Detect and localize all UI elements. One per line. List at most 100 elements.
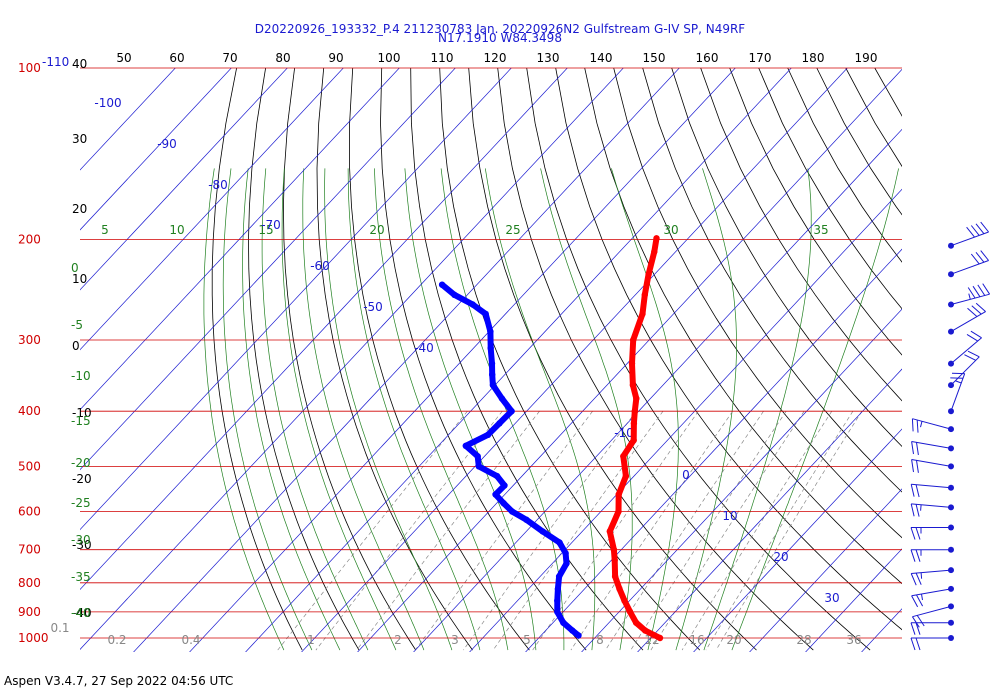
isotherm-line <box>301 68 848 652</box>
wind-barb <box>948 350 980 389</box>
wind-barb <box>911 459 954 473</box>
wind-barb <box>910 619 954 635</box>
mixing-ratio-line <box>532 410 699 651</box>
isotherm-line <box>861 608 902 652</box>
top-axis-tick: 60 <box>169 51 184 65</box>
isotherm-label: -80 <box>208 178 228 192</box>
isotherm-line <box>749 488 902 652</box>
temperature-point <box>620 453 627 460</box>
isotherm-label: -10 <box>614 426 634 440</box>
mixing-ratio-line <box>705 411 854 651</box>
dewpoint-point <box>492 491 499 498</box>
dewpoint-point <box>562 550 569 557</box>
pressure-label: 600 <box>18 505 41 519</box>
footer-version: Aspen V3.4.7, 27 Sep 2022 04:56 UTC <box>4 674 234 688</box>
temperature-point <box>641 291 648 298</box>
isotherm-line <box>245 68 792 652</box>
mixing-ratio-line <box>315 410 503 651</box>
temperature-point <box>639 310 646 318</box>
isotherm-label: -70 <box>261 218 281 232</box>
isotherm-line <box>80 68 456 471</box>
moist-adiabat-line <box>404 168 537 651</box>
mixing-ratio-line <box>605 411 764 651</box>
wind-barb <box>948 283 991 308</box>
dry-adiabat-line <box>904 68 1000 650</box>
temperature-point <box>656 634 664 642</box>
left-axis-tick: 0 <box>72 339 80 353</box>
temperature-point <box>630 420 638 427</box>
left-axis-tick: -40 <box>72 606 92 620</box>
moist-adiabat-label: -30 <box>71 533 91 547</box>
top-axis-tick: 100 <box>378 51 401 65</box>
top-axis-tick: 180 <box>802 51 825 65</box>
moist-adiabat-line <box>440 168 565 651</box>
wind-barb <box>910 483 954 498</box>
wind-barb <box>910 567 954 586</box>
top-axis-tick: 140 <box>590 51 613 65</box>
chart-title-line1: D20220926_193332_P.4 211230783 Jan. 2022… <box>254 22 746 36</box>
dewpoint-point <box>554 608 561 616</box>
dry-adiabat-line <box>248 68 360 651</box>
isotherm-label: 20 <box>773 550 788 564</box>
moist-adiabat-line <box>374 168 509 651</box>
isotherm-line <box>133 68 680 652</box>
mixing-ratio-label: 0.1 <box>50 621 69 635</box>
temperature-point <box>615 491 622 498</box>
dry-adiabat-line <box>700 68 902 402</box>
temperature-point <box>630 336 637 344</box>
mixing-ratio-line <box>650 411 805 651</box>
dry-adiabat-line <box>282 68 417 651</box>
wind-barb <box>910 546 954 562</box>
temperature-point <box>622 472 630 480</box>
mixing-ratio-line <box>415 410 593 651</box>
dry-adiabat-line <box>729 68 902 356</box>
pressure-label: 500 <box>18 459 41 473</box>
left-axis-tick: 40 <box>72 57 87 71</box>
isotherm-line <box>80 68 400 411</box>
dewpoint-point <box>487 328 494 335</box>
wind-barb <box>948 221 989 249</box>
dry-adiabat-line <box>439 68 701 651</box>
dry-adiabat-line <box>410 68 644 651</box>
left-axis-tick: 10 <box>72 272 87 286</box>
mixing-ratio-label: 28 <box>796 633 811 647</box>
isotherm-label: -50 <box>363 300 383 314</box>
top-axis-tick: 120 <box>484 51 507 65</box>
dry-adiabat-line <box>349 68 530 651</box>
mixing-ratio-label: 8 <box>596 633 604 647</box>
isotherm-label: -40 <box>414 341 434 355</box>
wind-barb <box>948 372 966 415</box>
wind-barb <box>910 635 954 651</box>
dry-adiabat-line <box>497 68 814 651</box>
theta-e-label: 30 <box>663 223 678 237</box>
top-axis-tick: 190 <box>855 51 878 65</box>
temperature-point <box>626 608 634 616</box>
pressure-label: 700 <box>18 543 41 557</box>
wind-barb <box>948 250 989 278</box>
dewpoint-point <box>501 482 508 489</box>
dewpoint-point <box>500 500 507 507</box>
pressure-label: 1000 <box>18 631 49 645</box>
theta-e-label: 5 <box>101 223 109 237</box>
isotherm-line <box>189 68 736 652</box>
mixing-ratio-line <box>356 410 540 651</box>
wind-barb <box>911 585 954 608</box>
isotherm-label: -110 <box>42 55 69 69</box>
dewpoint-point <box>493 472 501 480</box>
isotherm-line <box>357 68 902 652</box>
mixing-ratio-label: 16 <box>689 633 704 647</box>
theta-e-label: 25 <box>505 223 520 237</box>
dewpoint-point <box>498 395 506 402</box>
isotherm-line <box>637 368 902 652</box>
theta-e-label: 20 <box>369 223 384 237</box>
isotherm-label: -60 <box>310 259 330 273</box>
dewpoint-point <box>488 360 496 367</box>
dewpoint-point <box>487 344 494 352</box>
pressure-label: 400 <box>18 404 41 418</box>
moist-adiabat-line <box>324 168 453 651</box>
dry-adiabat-line <box>211 68 303 651</box>
dewpoint-point <box>496 420 503 427</box>
moist-adiabat-line <box>242 168 341 651</box>
dry-adiabat-line <box>758 68 902 310</box>
mixing-ratio-label: 20 <box>726 633 741 647</box>
